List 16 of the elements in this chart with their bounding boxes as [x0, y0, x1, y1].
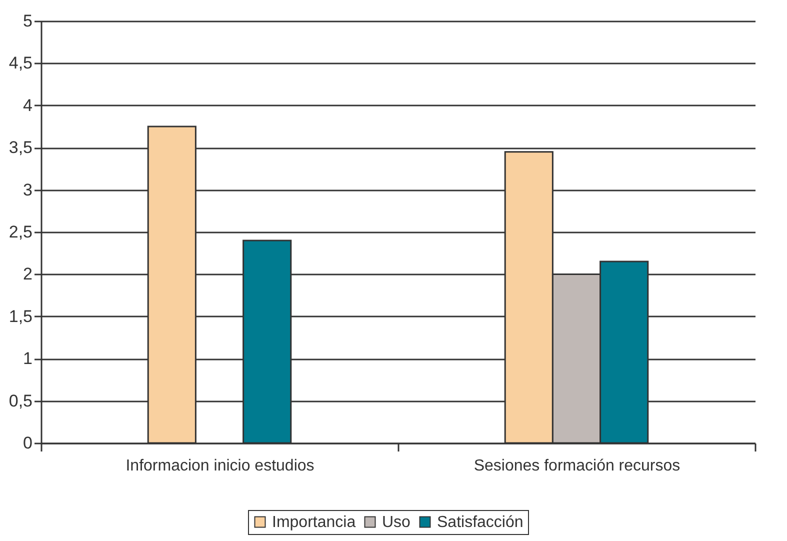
y-tick-label: 2,5: [8, 222, 32, 242]
y-tick-label: 2: [23, 264, 32, 284]
y-tick-label: 4: [23, 96, 32, 115]
x-tick-label: Informacion inicio estudios: [126, 458, 314, 474]
y-tick-label: 4,5: [8, 54, 32, 73]
y-tick-label: 1: [23, 349, 32, 368]
y-tick-label: 0: [23, 434, 32, 452]
y-tick-label: 0,5: [8, 391, 32, 410]
y-tick-label: 5: [23, 12, 32, 30]
legend-label: Satisfacción: [437, 514, 524, 531]
x-tick-label: Sesiones formación recursos: [474, 458, 680, 474]
y-tick-label: 3: [23, 180, 32, 200]
y-tick-label: 1,5: [8, 306, 32, 326]
legend-label: Uso: [382, 514, 411, 531]
y-tick-label: 3,5: [8, 138, 32, 158]
legend-label: Importancia: [272, 514, 356, 531]
